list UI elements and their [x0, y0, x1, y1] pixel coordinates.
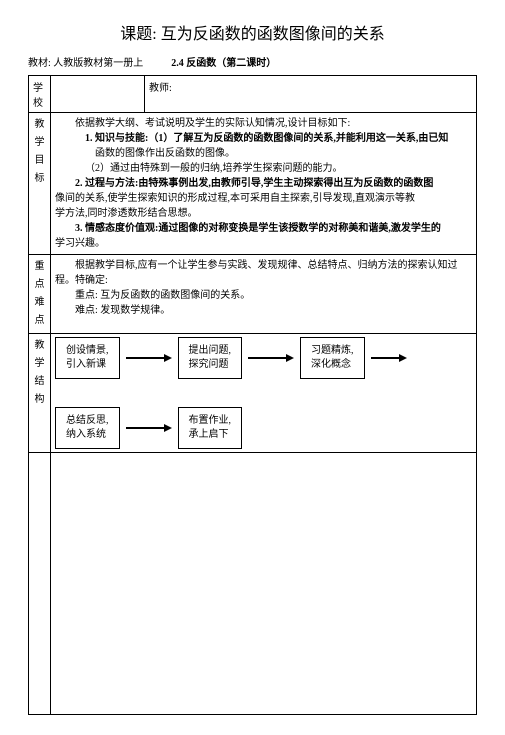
subtitle: 教材: 人教版教材第一册上 2.4 反函数（第二课时） — [28, 54, 477, 69]
table-header-row: 学校 教师: — [29, 76, 477, 113]
diagram-row-1: 创设情景, 引入新课 提出问题, 探究问题 习题精炼, 深化概念 — [55, 337, 472, 379]
arrow-icon — [248, 354, 294, 362]
school-value — [51, 76, 145, 113]
diagram-box-practice: 习题精炼, 深化概念 — [300, 337, 365, 379]
structure-row: 教 学 结 构 创设情景, 引入新课 提出问题, 探究问题 — [29, 334, 477, 453]
diagram-box-explore: 提出问题, 探究问题 — [178, 337, 243, 379]
main-title: 课题: 互为反函数的函数图像间的关系 — [28, 20, 477, 44]
empty-content — [51, 453, 477, 715]
subtitle-label: 教材: 人教版教材第一册上 — [28, 58, 143, 69]
subtitle-section: 2.4 反函数（第二课时） — [171, 58, 276, 69]
empty-label — [29, 453, 51, 715]
diagram-row-2: 总结反思, 纳入系统 布置作业, 承上启下 — [55, 407, 472, 449]
objectives-row: 教 学 目 标 依据教学大纲、考试说明及学生的实际认知情况,设计目标如下: 1.… — [29, 113, 477, 255]
keypoints-row: 重 点 难 点 根据教学目标,应有一个让学生参与实践、发现规律、总结特点、归纳方… — [29, 255, 477, 334]
lesson-table: 学校 教师: 教 学 目 标 依据教学大纲、考试说明及学生的实际认知情况,设计目… — [28, 75, 477, 715]
diagram-box-intro: 创设情景, 引入新课 — [55, 337, 120, 379]
diagram-box-summary: 总结反思, 纳入系统 — [55, 407, 120, 449]
arrow-icon — [126, 424, 172, 432]
empty-row — [29, 453, 477, 715]
structure-label: 教 学 结 构 — [29, 334, 51, 453]
arrow-icon — [126, 354, 172, 362]
arrow-icon — [371, 354, 407, 362]
structure-diagram: 创设情景, 引入新课 提出问题, 探究问题 习题精炼, 深化概念 — [51, 334, 477, 453]
diagram-box-homework: 布置作业, 承上启下 — [178, 407, 243, 449]
objectives-content: 依据教学大纲、考试说明及学生的实际认知情况,设计目标如下: 1. 知识与技能:（… — [51, 113, 477, 255]
keypoints-content: 根据教学目标,应有一个让学生参与实践、发现规律、总结特点、归纳方法的探索认知过 … — [51, 255, 477, 334]
school-label: 学校 — [29, 76, 51, 113]
teacher-label: 教师: — [144, 76, 476, 113]
objectives-label: 教 学 目 标 — [29, 113, 51, 255]
keypoints-label: 重 点 难 点 — [29, 255, 51, 334]
